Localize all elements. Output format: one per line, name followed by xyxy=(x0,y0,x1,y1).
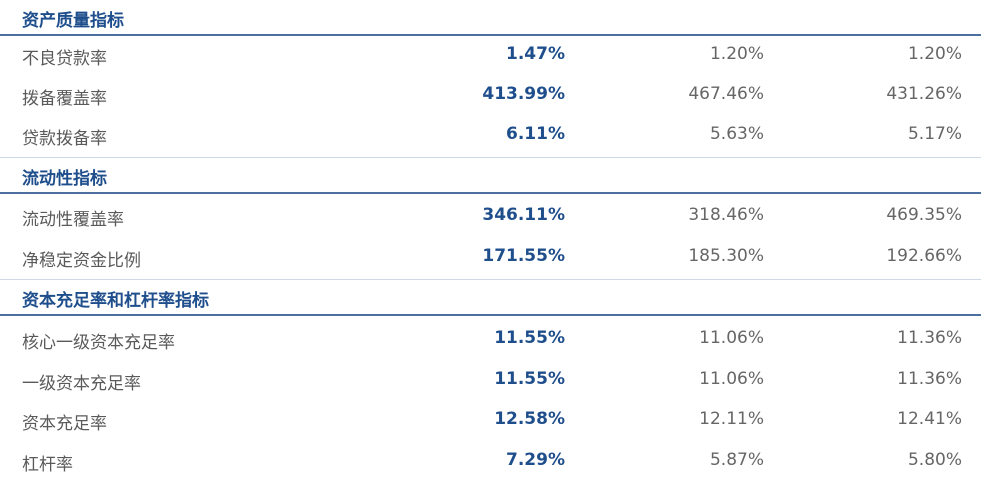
row-label: 一级资本充足率 xyxy=(22,374,141,394)
table-row: 核心一级资本充足率 11.55% 11.06% 11.36% xyxy=(0,320,981,360)
value-prior-1: 1.20% xyxy=(709,44,764,64)
value-current: 413.99% xyxy=(482,84,565,104)
value-prior-2: 11.36% xyxy=(897,328,962,348)
value-current: 6.11% xyxy=(506,124,565,144)
row-label: 贷款拨备率 xyxy=(22,129,107,149)
value-current: 171.55% xyxy=(482,246,565,266)
table-row: 拨备覆盖率 413.99% 467.46% 431.26% xyxy=(0,76,981,116)
value-prior-2: 469.35% xyxy=(886,205,962,225)
row-label: 拨备覆盖率 xyxy=(22,89,107,109)
section-divider xyxy=(0,279,981,280)
table-row: 流动性覆盖率 346.11% 318.46% 469.35% xyxy=(0,197,981,237)
row-label: 不良贷款率 xyxy=(22,49,107,69)
row-label: 杠杆率 xyxy=(22,455,73,475)
table-row: 资本充足率 12.58% 12.11% 12.41% xyxy=(0,401,981,441)
value-prior-1: 12.11% xyxy=(699,409,764,429)
value-current: 7.29% xyxy=(506,450,565,470)
value-prior-2: 431.26% xyxy=(886,84,962,104)
value-prior-1: 185.30% xyxy=(688,246,764,266)
value-current: 1.47% xyxy=(506,44,565,64)
value-prior-2: 5.80% xyxy=(907,450,962,470)
value-current: 346.11% xyxy=(482,205,565,225)
section-divider xyxy=(0,157,981,158)
section-header-liquidity: 流动性指标 xyxy=(0,158,981,194)
table-row: 贷款拨备率 6.11% 5.63% 5.17% xyxy=(0,116,981,156)
table-row: 净稳定资金比例 171.55% 185.30% 192.66% xyxy=(0,238,981,278)
section-title: 资本充足率和杠杆率指标 xyxy=(22,291,209,311)
table-row: 杠杆率 7.29% 5.87% 5.80% xyxy=(0,442,981,482)
value-prior-1: 11.06% xyxy=(699,369,764,389)
value-prior-2: 12.41% xyxy=(897,409,962,429)
value-prior-1: 318.46% xyxy=(688,205,764,225)
value-prior-2: 192.66% xyxy=(886,246,962,266)
value-prior-2: 5.17% xyxy=(907,124,962,144)
value-prior-1: 11.06% xyxy=(699,328,764,348)
section-header-capital: 资本充足率和杠杆率指标 xyxy=(0,280,981,316)
row-label: 核心一级资本充足率 xyxy=(22,333,175,353)
row-label: 资本充足率 xyxy=(22,414,107,434)
value-prior-2: 11.36% xyxy=(897,369,962,389)
section-title: 流动性指标 xyxy=(22,169,107,189)
row-label: 净稳定资金比例 xyxy=(22,251,141,271)
table-row: 一级资本充足率 11.55% 11.06% 11.36% xyxy=(0,361,981,401)
value-current: 12.58% xyxy=(494,409,565,429)
value-prior-1: 467.46% xyxy=(688,84,764,104)
value-prior-2: 1.20% xyxy=(907,44,962,64)
value-prior-1: 5.87% xyxy=(709,450,764,470)
value-prior-1: 5.63% xyxy=(709,124,764,144)
value-current: 11.55% xyxy=(494,369,565,389)
row-label: 流动性覆盖率 xyxy=(22,210,124,230)
section-title: 资产质量指标 xyxy=(22,11,124,31)
value-current: 11.55% xyxy=(494,328,565,348)
section-header-asset-quality: 资产质量指标 xyxy=(0,0,981,36)
table-row: 不良贷款率 1.47% 1.20% 1.20% xyxy=(0,36,981,76)
